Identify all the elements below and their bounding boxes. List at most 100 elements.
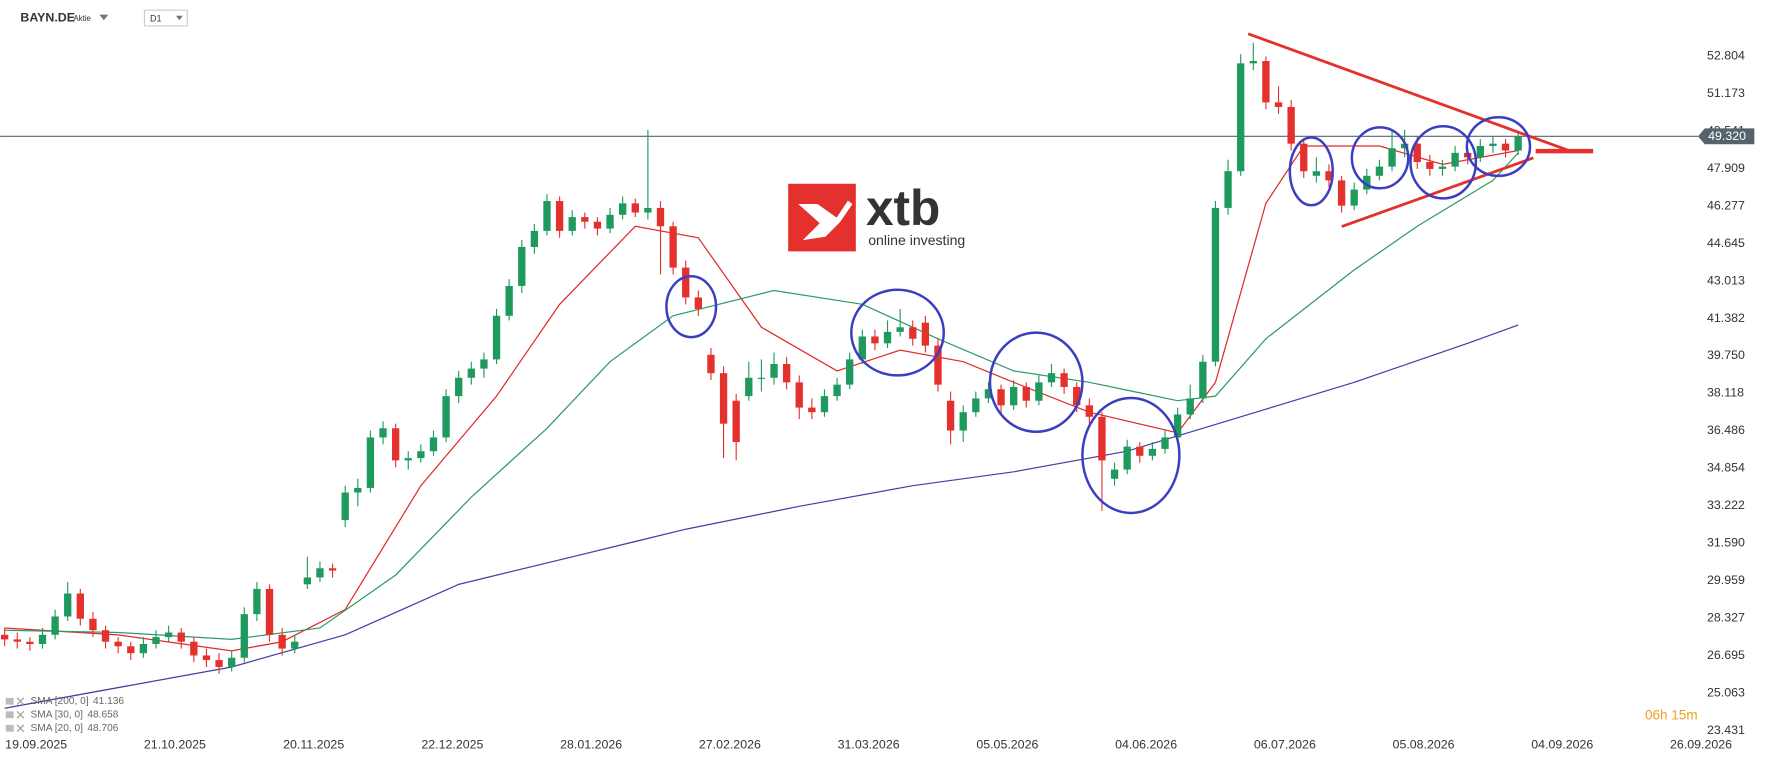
candle-body: [1110, 469, 1119, 479]
x-tick-label: 05.05.2026: [976, 737, 1038, 751]
plot: [0, 42, 1698, 709]
candle-body: [391, 428, 400, 461]
candle-body: [190, 641, 198, 656]
candle-body: [1035, 382, 1043, 401]
timeframe-select[interactable]: [143, 9, 188, 27]
candle-body: [228, 657, 236, 667]
candle-body: [1287, 106, 1295, 144]
timeframe[interactable]: D1: [150, 14, 162, 24]
candle-body: [1136, 446, 1144, 456]
candle-body: [959, 412, 967, 431]
candle-body: [719, 373, 728, 424]
candle-body: [669, 226, 677, 268]
candle-body: [152, 637, 160, 644]
candle-body: [0, 634, 9, 640]
candle-body: [139, 643, 148, 654]
candle-body: [1451, 152, 1459, 167]
candle-body: [1173, 414, 1182, 438]
y-tick-label: 39.750: [1707, 348, 1745, 362]
candle-body: [1262, 61, 1270, 103]
candle-body: [455, 377, 463, 397]
candle-body: [770, 363, 778, 378]
legend-name: SMA [20, 0]: [31, 723, 84, 734]
candle-body: [1009, 386, 1018, 406]
circle: [1409, 125, 1478, 200]
candle-body: [694, 297, 703, 309]
candle-body: [417, 451, 425, 459]
candle-body: [379, 428, 387, 438]
candle-body: [984, 389, 993, 399]
candle-body: [303, 577, 312, 585]
legend-value: 48.658: [87, 709, 118, 720]
candle-body: [404, 458, 412, 461]
legend-close: [16, 710, 25, 719]
candle-body: [1022, 386, 1030, 401]
legend-close: [16, 724, 25, 733]
y-tick-label: 25.063: [1707, 685, 1745, 699]
candle-body: [1047, 373, 1056, 383]
candle-body: [1489, 143, 1497, 146]
circle: [1081, 396, 1181, 515]
legend-icon: [5, 697, 14, 705]
x-tick-label: 31.03.2026: [838, 737, 900, 751]
candle-body: [795, 382, 803, 408]
candle-body: [732, 400, 740, 443]
y-tick-label: 33.222: [1707, 498, 1745, 512]
candle-body: [1199, 361, 1207, 399]
candle-body: [782, 363, 791, 383]
candle-body: [467, 368, 475, 378]
candle-body: [1186, 398, 1194, 415]
trend-line: [1247, 32, 1568, 152]
y-tick-label: 51.173: [1707, 86, 1745, 100]
y-tick-label: 52.804: [1707, 49, 1745, 63]
countdown: 06h 15m: [1645, 707, 1698, 722]
candle-body: [568, 217, 576, 231]
x-tick-label: 05.08.2026: [1393, 737, 1455, 751]
drawings: [665, 32, 1594, 515]
candle-body: [240, 614, 248, 658]
candle-body: [1388, 148, 1396, 167]
candle-body: [429, 437, 438, 452]
candle-body: [1514, 136, 1522, 151]
legend-close: [16, 697, 25, 706]
candle-body: [1337, 180, 1346, 206]
x-tick-label: 21.10.2025: [144, 737, 206, 751]
candle-body: [114, 641, 122, 647]
dropdown-arrow[interactable]: [99, 14, 109, 21]
candle-body: [1375, 166, 1384, 176]
symbol[interactable]: BAYN.DE: [20, 10, 75, 24]
candle-body: [745, 377, 753, 397]
candle-body: [946, 400, 955, 431]
candle-body: [921, 322, 930, 346]
candle-body: [1274, 102, 1283, 107]
candle-body: [1501, 143, 1510, 151]
y-tick-label: 43.013: [1707, 273, 1745, 287]
x-tick-label: 20.11.2025: [283, 737, 344, 751]
candle-body: [656, 207, 665, 227]
candle-body: [480, 359, 488, 369]
candle-body: [164, 632, 173, 638]
y-tick-label: 47.909: [1707, 161, 1745, 175]
candle-body: [757, 377, 766, 379]
candle-body: [366, 437, 375, 488]
logo-x: [798, 200, 853, 241]
candle-body: [127, 646, 135, 654]
x-tick-label: 27.02.2026: [699, 737, 761, 751]
candle-body: [858, 336, 866, 360]
x-tick-label: 06.07.2026: [1254, 737, 1316, 751]
candle-body: [707, 354, 715, 374]
x-tick-label: 04.09.2026: [1531, 737, 1593, 751]
candle-body: [934, 345, 942, 385]
candle-body: [1363, 175, 1371, 190]
candle-body: [26, 641, 34, 644]
dropdown-arrow: [175, 15, 183, 21]
candle-body: [1476, 145, 1484, 158]
candle-body: [682, 267, 690, 298]
circle: [665, 274, 718, 339]
circle: [1350, 126, 1410, 190]
candle-body: [76, 593, 84, 619]
candle-body: [972, 398, 980, 413]
y-tick-label: 36.486: [1707, 423, 1745, 437]
candle-body: [1413, 143, 1421, 163]
